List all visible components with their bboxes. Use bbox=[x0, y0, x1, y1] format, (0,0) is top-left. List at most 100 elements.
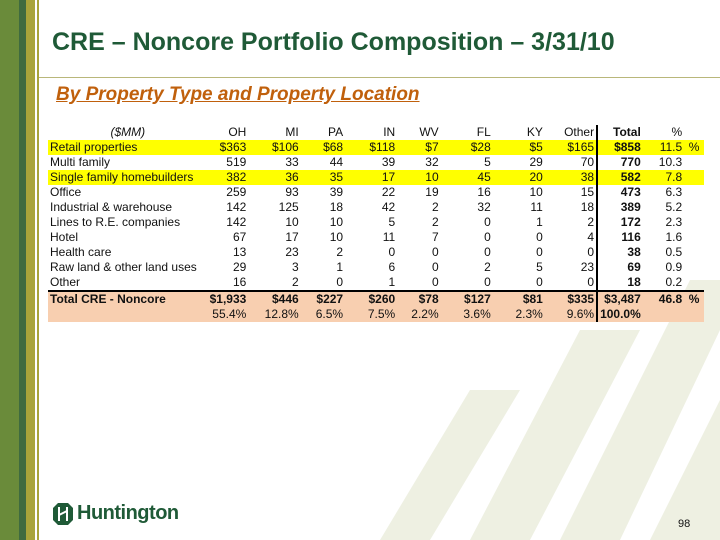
table-row: Retail properties $363 $106 $68 $118 $7 $28 $5 $… bbox=[48, 140, 704, 155]
cell: 15 bbox=[544, 185, 599, 200]
cell bbox=[684, 307, 704, 322]
cell bbox=[684, 170, 704, 185]
cell: $858 bbox=[597, 140, 643, 155]
cell: 125 bbox=[278, 200, 299, 214]
cell: 32 bbox=[477, 200, 491, 214]
cell: 1.6 bbox=[665, 230, 683, 244]
cell: % bbox=[684, 290, 704, 307]
cell: 11 bbox=[382, 230, 396, 244]
cell: 4 bbox=[544, 230, 599, 245]
cell bbox=[642, 307, 685, 322]
cell: $106 bbox=[248, 140, 301, 155]
total-row: Total CRE - Noncore $1,933 $446 $227 $260 $78… bbox=[48, 290, 704, 307]
cell: 45 bbox=[440, 170, 493, 185]
cell: 11.5 bbox=[642, 140, 685, 155]
cell bbox=[684, 275, 704, 291]
cell: $3,487 bbox=[597, 290, 643, 307]
table-row: Single family homebuilders 382 36 35 17 10 45 2… bbox=[48, 170, 704, 185]
table-row: Multi family 519 33 44 39 32 5 29 70 770 10.3 bbox=[48, 155, 704, 170]
cell: 0 bbox=[431, 275, 439, 289]
table-row: Health care 13 23 2 0 0 0 0 0 38 0.5 bbox=[48, 245, 704, 260]
cell: $165 bbox=[544, 140, 599, 155]
cell: 0 bbox=[431, 260, 439, 274]
cell bbox=[684, 215, 704, 230]
cell: 44 bbox=[329, 155, 344, 169]
cell: 0 bbox=[544, 275, 599, 291]
cell: 3.6% bbox=[440, 307, 493, 322]
cell: $260 bbox=[345, 290, 398, 307]
portfolio-table: ($MM) OH MI PA IN WV FL KY Other Total% Retail pro… bbox=[48, 125, 704, 322]
cell: 5 bbox=[388, 215, 396, 229]
cell: 1 bbox=[388, 275, 396, 289]
cell: 38 bbox=[544, 170, 599, 185]
table-row: Office 259 93 39 22 19 16 10 15 473 6.3 bbox=[48, 185, 704, 200]
cell: 0 bbox=[484, 215, 491, 229]
cell: 55.4% bbox=[207, 307, 249, 322]
cell: 2.3 bbox=[665, 215, 683, 229]
cell: 116 bbox=[621, 230, 641, 244]
cell: 10.3 bbox=[658, 155, 683, 169]
table-row: Lines to R.E. companies 142 10 10 5 2 0 1 2 172 2.… bbox=[48, 215, 704, 230]
cell: WV bbox=[419, 125, 439, 139]
cell: Total bbox=[613, 125, 641, 139]
cell: 582 bbox=[597, 170, 643, 185]
cell: 18 bbox=[329, 200, 344, 214]
cell: $335 bbox=[544, 290, 599, 307]
cell bbox=[684, 125, 704, 140]
cell: 13 bbox=[232, 245, 247, 259]
cell: KY bbox=[526, 125, 543, 139]
cell: 0 bbox=[544, 245, 599, 260]
cell: $1,933 bbox=[207, 290, 249, 307]
cell: 2 bbox=[336, 245, 344, 259]
cell: 473 bbox=[620, 185, 641, 199]
cell: 36 bbox=[248, 170, 301, 185]
cell: 5 bbox=[536, 260, 543, 274]
cell: 0 bbox=[536, 230, 543, 244]
cell: 0 bbox=[336, 275, 344, 289]
cell: 11 bbox=[530, 200, 543, 214]
cell: 7.8 bbox=[642, 170, 685, 185]
left-bar-green bbox=[0, 0, 19, 540]
cell bbox=[684, 200, 704, 215]
cell: 1 bbox=[336, 260, 344, 274]
cell: 0.9 bbox=[665, 260, 683, 274]
cell: 2.3% bbox=[492, 307, 545, 322]
cell: 389 bbox=[620, 200, 641, 214]
cell: 70 bbox=[544, 155, 599, 170]
cell: Lines to R.E. companies bbox=[50, 215, 181, 229]
cell: 0 bbox=[536, 245, 543, 259]
cell: 18 bbox=[544, 200, 599, 215]
cell: $127 bbox=[440, 290, 493, 307]
cell bbox=[684, 230, 704, 245]
title-divider bbox=[39, 77, 720, 78]
cell: 0.2 bbox=[665, 275, 683, 289]
cell: 6.5% bbox=[300, 307, 346, 322]
cell: 35 bbox=[300, 170, 346, 185]
cell: Other bbox=[544, 125, 599, 140]
cell: 29 bbox=[529, 155, 543, 169]
cell: 17 bbox=[285, 230, 299, 244]
cell: $5 bbox=[492, 140, 545, 155]
cell: 7.5% bbox=[345, 307, 398, 322]
cell: 46.8 bbox=[642, 290, 685, 307]
subtitle: By Property Type and Property Location bbox=[56, 84, 420, 105]
cell: 259 bbox=[226, 185, 247, 199]
cell: 2 bbox=[431, 215, 439, 229]
cell: 5 bbox=[484, 155, 491, 169]
cell: 519 bbox=[226, 155, 247, 169]
cell: 42 bbox=[381, 200, 396, 214]
cell bbox=[684, 245, 704, 260]
cell: 0 bbox=[536, 275, 543, 289]
cell: $81 bbox=[492, 290, 545, 307]
cell: % bbox=[671, 125, 683, 139]
cell: Hotel bbox=[50, 230, 79, 244]
cell: 29 bbox=[232, 260, 247, 274]
cell: $28 bbox=[440, 140, 493, 155]
cell: $78 bbox=[397, 290, 441, 307]
cell: 3 bbox=[291, 260, 299, 274]
cell: 9.6% bbox=[544, 307, 599, 322]
cell: Raw land & other land uses bbox=[50, 260, 197, 274]
cell: 20 bbox=[492, 170, 545, 185]
table-row: Industrial & warehouse 142 125 18 42 2 32 11 18 3… bbox=[48, 200, 704, 215]
